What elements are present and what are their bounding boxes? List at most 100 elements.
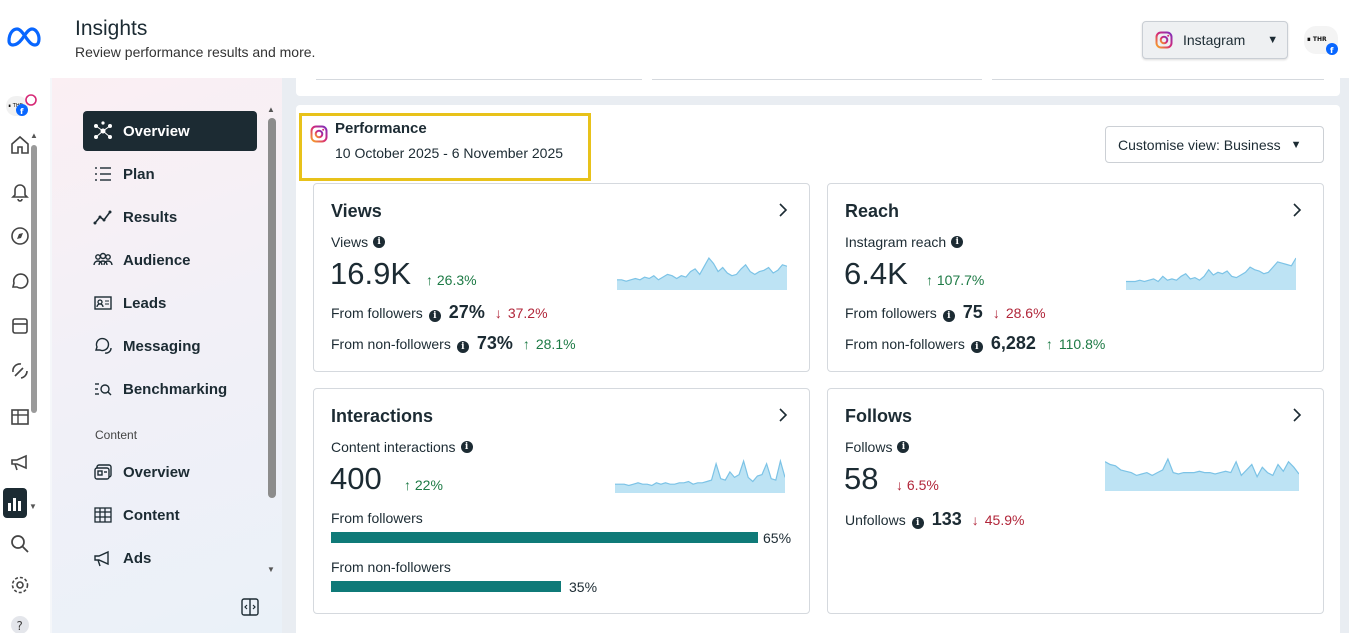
nav-scroll-down-icon[interactable]: ▼: [267, 565, 275, 574]
follows-sparkline: [1105, 457, 1299, 491]
card-title: Follows: [845, 406, 912, 426]
views-card[interactable]: Views Views i 16.9K ↑ 26.3% From follower…: [313, 183, 810, 372]
nav-item-label: Overview: [123, 122, 190, 140]
rail-expand-icon[interactable]: ▼: [29, 502, 37, 511]
plan-icon: [95, 167, 111, 181]
messaging-icon: [95, 337, 112, 354]
arrow-down-icon: ↓: [992, 305, 1000, 321]
nav-item-ads[interactable]: Ads: [83, 538, 257, 578]
nav-scroll-up-icon[interactable]: ▲: [267, 105, 275, 114]
filter-strip: [296, 78, 1340, 96]
followers-bar-fill: [331, 532, 758, 543]
nav-item-leads[interactable]: Leads: [83, 283, 257, 323]
ads-icon: [94, 550, 109, 567]
meta-logo-icon[interactable]: [6, 26, 42, 48]
nav-item-label: Audience: [123, 251, 191, 269]
followers-bar: [331, 532, 758, 543]
main-content: Performance 10 October 2025 - 6 November…: [282, 78, 1349, 633]
nav-item-benchmarking[interactable]: Benchmarking: [83, 369, 257, 409]
chevron-right-icon[interactable]: [1291, 407, 1303, 423]
platform-label: Instagram: [1183, 32, 1246, 48]
reach-sparkline: [1126, 257, 1296, 290]
nav-item-label: Messaging: [123, 337, 201, 355]
followers-delta: 37.2%: [507, 305, 548, 321]
megaphone-icon[interactable]: [9, 451, 31, 473]
rail-scrollbar[interactable]: [31, 145, 37, 413]
compass-icon[interactable]: [9, 225, 31, 247]
arrow-down-icon: ↓: [896, 477, 907, 493]
ads-manager-icon[interactable]: [9, 360, 31, 382]
nonfollowers-bar-fill: [331, 581, 561, 592]
info-icon[interactable]: i: [911, 517, 924, 529]
arrow-up-icon: ↑: [1045, 336, 1053, 352]
nav-item-label: Plan: [123, 165, 155, 183]
help-icon[interactable]: ?: [9, 614, 31, 633]
date-range: 10 October 2025 - 6 November 2025: [335, 145, 564, 161]
followers-label: From followers: [331, 510, 423, 526]
info-icon[interactable]: i: [373, 236, 386, 248]
content-table-icon: [94, 507, 112, 523]
reach-card[interactable]: Reach Instagram reach i 6.4K ↑ 107.7% Fro…: [827, 183, 1324, 372]
info-icon[interactable]: i: [460, 441, 473, 453]
metric-label: Views: [331, 234, 369, 250]
info-icon[interactable]: i: [897, 441, 910, 453]
metric-delta: 107.7%: [936, 272, 985, 288]
arrow-up-icon: ↑: [926, 272, 937, 288]
search-icon[interactable]: [9, 533, 31, 555]
sparkline-area: [617, 258, 787, 290]
settings-gear-icon[interactable]: [9, 574, 31, 596]
interactions-card[interactable]: Interactions Content interactions i 400 ↑…: [313, 388, 810, 614]
svg-text:∎ THR: ∎ THR: [8, 103, 24, 109]
nav-item-label: Content: [123, 506, 180, 524]
nav-item-messaging[interactable]: Messaging: [83, 326, 257, 366]
info-icon[interactable]: i: [428, 310, 441, 322]
followers-label: From followers: [331, 305, 423, 321]
platform-dropdown[interactable]: Instagram ▼: [1142, 21, 1288, 59]
metric-delta: 22%: [414, 477, 443, 493]
posts-icon[interactable]: [9, 315, 31, 337]
rail-scroll-up-icon[interactable]: ▲: [30, 131, 38, 140]
nav-item-results[interactable]: Results: [83, 197, 257, 237]
sparkline-line: [615, 458, 785, 487]
table-icon[interactable]: [9, 406, 31, 428]
views-sparkline: [617, 256, 787, 290]
notifications-icon[interactable]: [9, 180, 31, 202]
nonfollowers-delta: 110.8%: [1058, 336, 1106, 352]
nav-item-audience[interactable]: Audience: [83, 240, 257, 280]
info-icon[interactable]: i: [951, 236, 964, 248]
insights-rail-active-icon[interactable]: [3, 488, 27, 518]
home-icon[interactable]: [9, 134, 31, 156]
nav-scrollbar[interactable]: [268, 118, 276, 498]
collapse-panel-icon[interactable]: [240, 597, 260, 617]
info-icon[interactable]: i: [456, 341, 469, 353]
sparkline-line: [1126, 257, 1296, 283]
account-avatar-icon[interactable]: ∎ THR f: [4, 90, 38, 120]
sparkline-line: [1105, 457, 1299, 479]
audience-icon: [93, 252, 113, 266]
customise-view-dropdown[interactable]: Customise view: Business ▼: [1105, 126, 1324, 163]
info-icon[interactable]: i: [942, 310, 955, 322]
chevron-right-icon[interactable]: [777, 407, 789, 423]
chevron-right-icon[interactable]: [1291, 202, 1303, 218]
results-icon: [93, 210, 112, 225]
nav-item-content[interactable]: Content: [83, 495, 257, 535]
metric-value: 58: [844, 461, 879, 496]
unfollows-value: 133: [931, 509, 962, 529]
metric-value: 16.9K: [330, 256, 412, 291]
page-header: Insights Review performance results and …: [50, 0, 1349, 78]
nonfollowers-value: 73%: [476, 333, 513, 353]
inbox-icon[interactable]: [9, 270, 31, 292]
card-title: Reach: [845, 201, 900, 221]
instagram-icon: [1155, 31, 1173, 49]
follows-card[interactable]: Follows Follows i 58 ↓ 6.5% Unfollows i 13…: [827, 388, 1324, 614]
nonfollowers-label: From non-followers: [331, 559, 451, 575]
nonfollowers-label: From non-followers: [845, 336, 965, 352]
chevron-right-icon[interactable]: [777, 202, 789, 218]
business-avatar-icon[interactable]: ∎ THR f: [1304, 22, 1340, 58]
nav-item-plan[interactable]: Plan: [83, 154, 257, 194]
info-icon[interactable]: i: [970, 341, 983, 353]
nav-item-content-overview[interactable]: Overview: [83, 452, 257, 492]
nav-item-label: Overview: [123, 463, 190, 481]
metric-delta: 6.5%: [906, 477, 939, 493]
nav-item-overview[interactable]: Overview: [83, 111, 257, 151]
